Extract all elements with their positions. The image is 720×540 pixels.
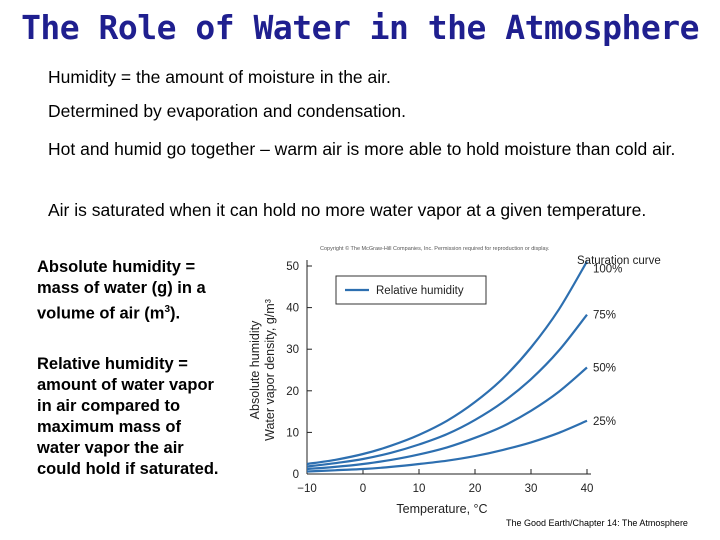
x-tick-label: 30 (525, 483, 538, 495)
curve-50pct (306, 366, 588, 471)
y-axis-label-line2: Water vapor density, g/m³ (263, 299, 277, 441)
legend-label: Relative humidity (376, 285, 464, 297)
x-tick-label: 20 (469, 483, 482, 495)
relative-humidity-text: Relative humidity = amount of water vapo… (37, 355, 219, 478)
x-tick-label: 0 (360, 483, 366, 495)
curve-75pct (306, 314, 588, 468)
absolute-humidity-prefix: Absolute humidity = mass of water (g) in… (37, 258, 206, 323)
x-tick-label: 10 (413, 483, 426, 495)
curve-label-75pct: 75% (593, 310, 616, 322)
y-tick-label: 0 (293, 469, 299, 481)
saturation-curve-label: Saturation curve (577, 255, 661, 267)
curve-label-25pct: 25% (593, 416, 616, 428)
x-tick-label: 40 (581, 483, 594, 495)
y-axis-label-line1: Absolute humidity (248, 320, 262, 419)
y-tick-label: 50 (286, 261, 299, 273)
absolute-humidity-text: Absolute humidity = mass of water (g) in… (37, 257, 222, 325)
y-tick-label: 40 (286, 303, 299, 315)
y-tick-label: 10 (286, 427, 299, 439)
plot-area: 0 10 20 30 40 50 −10 0 10 20 30 40 Temperature, °C Ab… (248, 255, 661, 516)
x-tick-label: −10 (297, 483, 317, 495)
absolute-humidity-sup: 3 (164, 304, 171, 315)
x-axis-label: Temperature, °C (396, 502, 487, 516)
curve-label-100pct: 100% (593, 263, 622, 275)
slide-title: The Role of Water in the Atmosphere (21, 8, 699, 47)
y-tick-label: 20 (286, 386, 299, 398)
bullet-hot-humid: Hot and humid go together – warm air is … (48, 139, 676, 159)
chart-copyright: Copyright © The McGraw-Hill Companies, I… (320, 245, 550, 252)
curve-label-50pct: 50% (593, 363, 616, 375)
curve-25pct (306, 419, 588, 473)
curve-100pct (306, 260, 588, 466)
y-tick-label: 30 (286, 344, 299, 356)
bullet-evaporation: Determined by evaporation and condensati… (48, 101, 407, 121)
absolute-humidity-suffix: ). (170, 304, 181, 323)
bullet-humidity: Humidity = the amount of moisture in the… (48, 67, 391, 87)
bullet-saturated: Air is saturated when it can hold no mor… (48, 200, 647, 220)
slide-footer: The Good Earth/Chapter 14: The Atmospher… (506, 518, 688, 528)
